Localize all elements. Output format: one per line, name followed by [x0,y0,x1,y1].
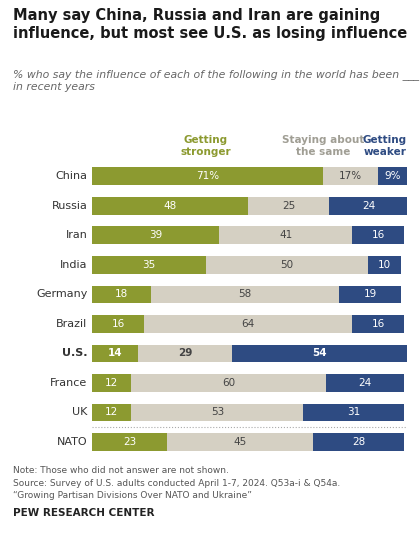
Bar [92,167,323,185]
Text: 16: 16 [112,319,125,329]
Text: India: India [60,260,87,270]
Text: 50: 50 [281,260,294,270]
Bar [138,344,232,362]
Text: Source: Survey of U.S. adults conducted April 1-7, 2024. Q53a-i & Q54a.: Source: Survey of U.S. adults conducted … [13,479,340,487]
Text: 64: 64 [241,319,255,329]
Text: 14: 14 [108,348,123,358]
Text: Germany: Germany [36,289,87,299]
Bar [339,285,401,303]
Text: 31: 31 [347,407,360,417]
Bar [378,167,407,185]
Text: 29: 29 [178,348,192,358]
Bar [304,404,404,421]
Text: Many say China, Russia and Iran are gaining
influence, but most see U.S. as losi: Many say China, Russia and Iran are gain… [13,8,407,41]
Bar [131,404,304,421]
Text: 9%: 9% [385,171,401,181]
Text: 54: 54 [312,348,327,358]
Bar [313,433,404,451]
Bar [92,285,151,303]
Text: U.S.: U.S. [62,348,87,358]
Text: 53: 53 [211,407,224,417]
Text: 12: 12 [105,407,118,417]
Text: France: France [50,378,87,388]
Bar [206,256,368,274]
Text: 24: 24 [359,378,372,388]
Bar [131,374,326,392]
Text: 41: 41 [279,230,292,240]
Text: NATO: NATO [57,437,87,447]
Text: 39: 39 [149,230,163,240]
Text: 28: 28 [352,437,365,447]
Text: Brazil: Brazil [56,319,87,329]
Bar [329,197,407,215]
Text: Getting
weaker: Getting weaker [362,135,407,157]
Bar [92,256,206,274]
Text: Note: Those who did not answer are not shown.: Note: Those who did not answer are not s… [13,466,228,475]
Text: 24: 24 [362,201,375,211]
Bar [248,197,329,215]
Text: Staying about
the same: Staying about the same [282,135,364,157]
Bar [92,315,144,333]
Bar [144,315,352,333]
Text: 23: 23 [123,437,136,447]
Bar [323,167,378,185]
Text: 60: 60 [222,378,235,388]
Text: 48: 48 [164,201,177,211]
Text: Getting
stronger: Getting stronger [181,135,231,157]
Text: 45: 45 [234,437,247,447]
Text: Iran: Iran [66,230,87,240]
Bar [92,197,248,215]
Text: 10: 10 [378,260,391,270]
Bar [368,256,401,274]
Text: UK: UK [72,407,87,417]
Text: 16: 16 [372,319,385,329]
Bar [92,226,219,244]
Bar [92,374,131,392]
Text: PEW RESEARCH CENTER: PEW RESEARCH CENTER [13,508,154,518]
Bar [167,433,313,451]
Bar [92,433,167,451]
Bar [232,344,407,362]
Text: 16: 16 [372,230,385,240]
Bar [326,374,404,392]
Text: Russia: Russia [52,201,87,211]
Text: 25: 25 [282,201,296,211]
Text: 17%: 17% [339,171,362,181]
Text: 58: 58 [239,289,252,299]
Text: China: China [55,171,87,181]
Bar [352,315,404,333]
Text: % who say the influence of each of the following in the world has been ___
in re: % who say the influence of each of the f… [13,69,419,92]
Text: “Growing Partisan Divisions Over NATO and Ukraine”: “Growing Partisan Divisions Over NATO an… [13,491,252,500]
Bar [92,344,138,362]
Text: 19: 19 [363,289,377,299]
Text: 71%: 71% [196,171,219,181]
Bar [151,285,339,303]
Bar [92,404,131,421]
Bar [352,226,404,244]
Text: 18: 18 [115,289,128,299]
Text: 12: 12 [105,378,118,388]
Bar [219,226,352,244]
Text: 35: 35 [143,260,156,270]
